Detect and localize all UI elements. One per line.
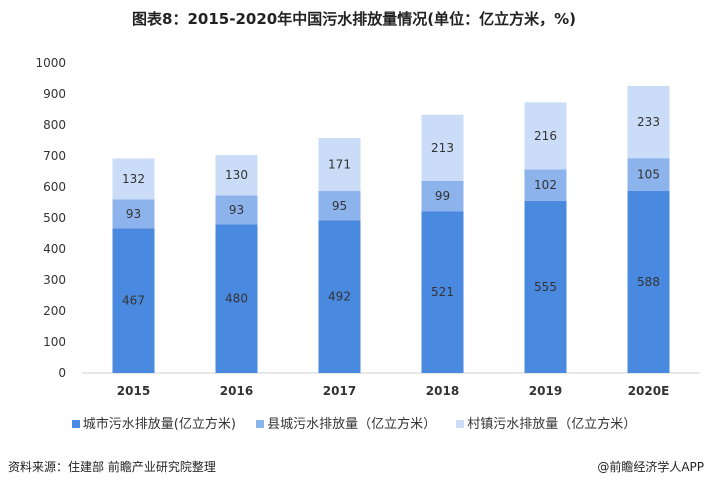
legend-label: 村镇污水排放量（亿立方米）: [467, 417, 637, 432]
y-tick-label: 0: [58, 366, 66, 380]
bar-segment: [215, 224, 258, 373]
data-label: 213: [431, 141, 454, 155]
y-tick-label: 1000: [35, 56, 66, 70]
data-label: 492: [328, 290, 351, 304]
bar-segment: [215, 155, 258, 196]
data-label: 93: [126, 207, 141, 221]
bar-segment: [112, 199, 155, 229]
y-tick-label: 100: [43, 335, 66, 349]
legend-swatch: [71, 420, 80, 428]
data-label: 588: [637, 275, 660, 289]
data-label: 521: [431, 285, 454, 299]
data-label: 102: [534, 178, 557, 192]
legend: 城市污水排放量(亿立方米) 县城污水排放量（亿立方米） 村镇污水排放量（亿立方米…: [0, 413, 708, 432]
x-tick-label: 2020E: [628, 384, 670, 398]
bar-segment: [112, 228, 155, 373]
y-tick-label: 400: [43, 242, 66, 256]
x-tick-label: 2017: [323, 384, 356, 398]
data-label: 555: [534, 280, 557, 294]
y-tick-label: 800: [43, 118, 66, 132]
data-label: 132: [122, 172, 145, 186]
legend-label: 县城污水排放量（亿立方米）: [267, 417, 437, 432]
bar-segment: [524, 102, 567, 170]
legend-item-city: 城市污水排放量(亿立方米): [71, 417, 236, 432]
legend-swatch: [256, 420, 265, 428]
x-tick-label: 2018: [426, 384, 459, 398]
data-label: 480: [225, 292, 248, 306]
legend-item-county: 县城污水排放量（亿立方米）: [256, 417, 436, 432]
chart-title: 图表8：2015-2020年中国污水排放量情况(单位：亿立方米，%): [132, 10, 576, 28]
legend-item-village: 村镇污水排放量（亿立方米）: [456, 417, 636, 432]
bar-segment: [627, 190, 670, 373]
data-label: 171: [328, 158, 351, 172]
y-tick-label: 300: [43, 273, 66, 287]
x-tick-label: 2016: [220, 384, 253, 398]
data-label: 233: [637, 115, 660, 129]
bar-segment: [215, 195, 258, 225]
bar-segment: [421, 180, 464, 212]
data-label: 99: [435, 189, 450, 203]
y-tick-label: 600: [43, 180, 66, 194]
bar-segment: [627, 85, 670, 159]
legend-swatch: [456, 420, 465, 428]
bar-segment: [318, 220, 361, 373]
y-tick-label: 900: [43, 87, 66, 101]
source-note: 资料来源：住建部 前瞻产业研究院整理: [8, 460, 216, 474]
y-tick-label: 700: [43, 149, 66, 163]
bar-segment: [421, 211, 464, 373]
data-label: 216: [534, 129, 557, 143]
bar-segment: [524, 169, 567, 201]
data-label: 467: [122, 294, 145, 308]
data-label: 95: [332, 199, 347, 213]
bar-segment: [318, 138, 361, 192]
legend-label: 城市污水排放量(亿立方米): [82, 417, 236, 432]
bar-segment: [627, 158, 670, 191]
y-tick-label: 500: [43, 211, 66, 225]
bar-segment: [524, 200, 567, 373]
data-label: 93: [229, 203, 244, 217]
bar-segment: [112, 158, 155, 200]
x-tick-label: 2019: [529, 384, 562, 398]
bar-segment: [318, 191, 361, 221]
bar-segment: [421, 114, 464, 181]
data-label: 130: [225, 168, 248, 182]
data-label: 105: [637, 167, 660, 181]
y-tick-label: 200: [43, 304, 66, 318]
x-tick-label: 2015: [117, 384, 150, 398]
credit: @前瞻经济学人APP: [597, 460, 704, 474]
